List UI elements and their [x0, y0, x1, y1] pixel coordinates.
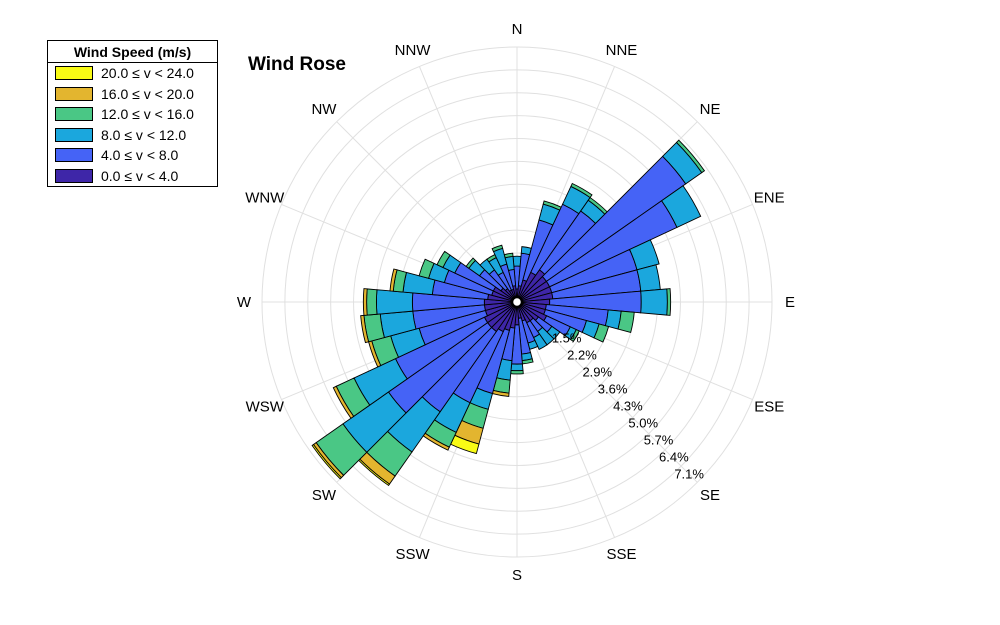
wind-bar-segment: [360, 314, 370, 344]
r-tick-label: 5.7%: [644, 432, 674, 447]
wind-bar-segment: [512, 255, 522, 267]
wind-bar-segment: [366, 288, 378, 316]
wind-bar-segment: [503, 252, 514, 259]
wind-bar-segment: [418, 258, 435, 279]
wind-bar-segment: [389, 268, 398, 292]
direction-label: NE: [700, 101, 721, 118]
direction-label: S: [512, 567, 522, 584]
wind-bar-segment: [569, 329, 580, 343]
wind-bar-segment: [593, 323, 610, 343]
direction-label: W: [237, 294, 252, 311]
wind-bar-segment: [332, 385, 355, 419]
r-tick-label: 2.9%: [582, 364, 612, 379]
direction-label: SW: [312, 487, 337, 504]
wind-bar-segment: [465, 257, 477, 269]
legend-item: 20.0 ≤ v < 24.0: [48, 63, 217, 84]
direction-label: SE: [700, 487, 720, 504]
legend-label: 8.0 ≤ v < 12.0: [101, 126, 187, 143]
wind-bar-segment: [628, 239, 660, 271]
wind-bar-segment: [491, 244, 504, 253]
legend-swatch: [55, 66, 93, 81]
legend-swatch: [55, 127, 93, 142]
direction-label: E: [785, 294, 795, 311]
center-marker: [510, 295, 524, 309]
legend-label: 0.0 ≤ v < 4.0: [101, 167, 179, 184]
chart-title: Wind Rose: [248, 54, 346, 75]
wind-rose-bars: [311, 139, 706, 487]
legend-swatch: [55, 86, 93, 101]
legend-swatch: [55, 148, 93, 163]
wind-bar-segment: [666, 288, 672, 316]
legend-swatch: [55, 168, 93, 183]
legend-swatch: [55, 107, 93, 122]
r-tick-label: 2.2%: [567, 347, 597, 362]
legend-item: 12.0 ≤ v < 16.0: [48, 104, 217, 125]
wind-bar-segment: [436, 250, 451, 269]
legend-label: 12.0 ≤ v < 16.0: [101, 106, 194, 123]
direction-label: WSW: [246, 398, 285, 415]
direction-label: WNW: [245, 190, 285, 207]
legend-label: 20.0 ≤ v < 24.0: [101, 65, 194, 82]
legend: Wind Speed (m/s) 20.0 ≤ v < 24.0 16.0 ≤ …: [47, 40, 218, 187]
legend-item: 0.0 ≤ v < 4.0: [48, 166, 217, 187]
wind-bar-segment: [532, 333, 548, 351]
r-tick-label: 3.6%: [598, 381, 628, 396]
direction-label: ESE: [754, 398, 784, 415]
r-tick-label: 4.3%: [613, 398, 643, 413]
legend-title: Wind Speed (m/s): [48, 41, 217, 63]
direction-label: SSW: [395, 546, 430, 563]
center-dot: [510, 295, 524, 309]
wind-bar-segment: [362, 288, 368, 316]
radial-tick-labels: 1.5% 2.2% 2.9% 3.6% 4.3% 5.0% 5.7% 6.4% 7.1%: [552, 330, 705, 481]
direction-label: SSE: [606, 546, 636, 563]
wind-bar-segment: [617, 310, 635, 334]
wind-bar-segment: [675, 139, 706, 174]
direction-labels: N NNE NE ENE E ESE SE SSE S SSW SW WSW W WNW NW NNW: [237, 21, 795, 584]
wind-bar-segment: [510, 369, 524, 375]
legend-label: 16.0 ≤ v < 20.0: [101, 85, 194, 102]
direction-label: NW: [311, 101, 337, 118]
wind-bar-segment: [640, 288, 668, 316]
wind-bar-segment: [636, 264, 661, 292]
legend-item: 4.0 ≤ v < 8.0: [48, 145, 217, 166]
legend-item: 16.0 ≤ v < 20.0: [48, 84, 217, 105]
legend-item: 8.0 ≤ v < 12.0: [48, 125, 217, 146]
wind-bar-segment: [311, 443, 342, 480]
wind-bar-segment: [510, 363, 524, 372]
r-tick-label: 7.1%: [674, 466, 704, 481]
direction-label: ENE: [754, 190, 785, 207]
wind-bar-segment: [660, 185, 702, 228]
direction-label: NNW: [395, 42, 432, 59]
wind-bar-segment: [375, 289, 414, 315]
r-tick-label: 1.5%: [552, 330, 582, 345]
direction-label: N: [512, 21, 523, 38]
r-tick-label: 6.4%: [659, 449, 689, 464]
r-tick-label: 5.0%: [628, 415, 658, 430]
legend-label: 4.0 ≤ v < 8.0: [101, 147, 179, 164]
wind-bar-segment: [570, 182, 593, 199]
direction-label: NNE: [606, 42, 638, 59]
